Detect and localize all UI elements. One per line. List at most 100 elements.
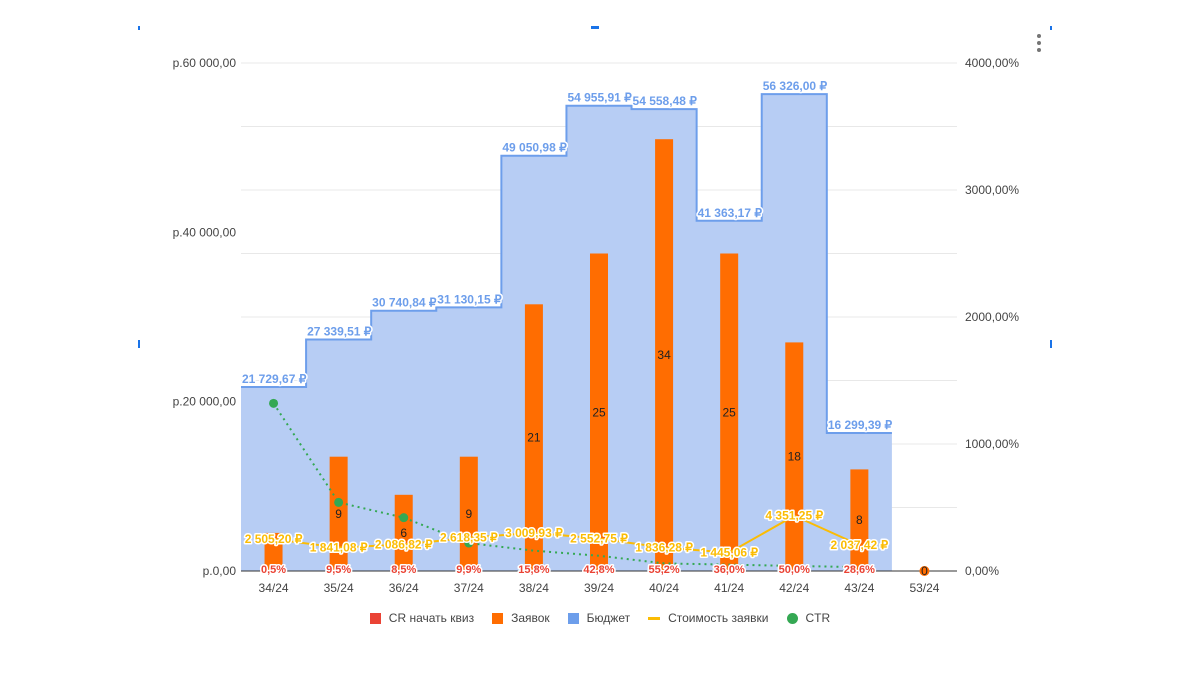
budget-value-label-halo: 56 326,00 ₽: [763, 79, 828, 93]
legend-swatch-leads: [492, 612, 504, 624]
x-axis-tick-label: 43/24: [844, 581, 874, 595]
budget-value-label-halo: 27 339,51 ₽: [307, 325, 372, 339]
cr-value-label: 9,5%: [326, 564, 351, 576]
selection-handle-tr[interactable]: [1050, 26, 1052, 30]
leads-bar: [264, 532, 283, 571]
budget-value-label: 54 955,91 ₽: [567, 91, 632, 105]
budget-value-label: 49 050,98 ₽: [502, 141, 567, 155]
leads-bar: [655, 139, 674, 571]
leads-value-label: 18: [788, 450, 802, 464]
legend-swatch-cost: [648, 616, 661, 620]
legend-item-ctr[interactable]: CTR: [786, 611, 831, 625]
cost-value-label: 2 037,42 ₽: [831, 538, 889, 552]
x-axis-tick-label: 42/24: [779, 581, 809, 595]
budget-value-label-halo: 54 955,91 ₽: [567, 91, 632, 105]
legend-item-leads[interactable]: Заявок: [492, 611, 550, 625]
right-axis-tick-label: 4000,00%: [965, 56, 1019, 70]
cr-value-label: 55,2%: [648, 564, 679, 576]
budget-value-label: 56 326,00 ₽: [763, 79, 828, 93]
cost-value-label-halo: 4 351,25 ₽: [765, 509, 823, 523]
leads-value-label: 9: [465, 507, 472, 521]
ctr-point: [269, 398, 279, 408]
legend-item-cr[interactable]: CR начать квиз: [369, 611, 475, 625]
x-axis-tick-label: 37/24: [454, 581, 484, 595]
leads-bar: [394, 494, 413, 571]
cost-value-label-halo: 3 009,93 ₽: [505, 526, 563, 540]
leads-value-label: 34: [657, 348, 671, 362]
legend-swatch-ctr: [786, 612, 798, 624]
leads-value-label: 25: [592, 405, 606, 419]
cost-value-label-halo: 1 445,06 ₽: [700, 546, 758, 560]
cr-value-label-halo: 9,5%: [326, 564, 351, 576]
cost-value-label-halo: 2 505,20 ₽: [245, 532, 303, 546]
ctr-line: [272, 402, 860, 569]
legend-swatch-budget: [567, 612, 579, 624]
cost-value-label-halo: 2 618,35 ₽: [440, 531, 498, 545]
selection-handle-top[interactable]: [591, 26, 599, 29]
cost-value-label: 2 552,75 ₽: [570, 532, 628, 546]
x-axis-tick-label: 36/24: [389, 581, 419, 595]
budget-value-label: 31 130,15 ₽: [437, 292, 502, 306]
cr-value-label: 15,8%: [518, 564, 549, 576]
x-axis-tick-label: 53/24: [909, 581, 939, 595]
ctr-point: [399, 513, 409, 523]
cost-line: [273, 514, 860, 554]
x-axis-tick-label: 41/24: [714, 581, 744, 595]
leads-value-label: 21: [527, 431, 541, 445]
cost-value-label-halo: 1 836,28 ₽: [635, 541, 693, 555]
x-axis-tick-label: 38/24: [519, 581, 549, 595]
leads-bar: [785, 342, 804, 571]
x-axis-tick-label: 35/24: [324, 581, 354, 595]
legend-swatch-cr: [369, 612, 381, 624]
left-axis-tick-label: р.60 000,00: [173, 56, 237, 70]
budget-value-label: 16 299,39 ₽: [828, 418, 893, 432]
selection-handle-right[interactable]: [1050, 340, 1052, 348]
cost-value-label-halo: 2 086,82 ₽: [375, 537, 433, 551]
cr-value-label-halo: 0,5%: [261, 564, 286, 576]
budget-value-label: 30 740,84 ₽: [372, 296, 437, 310]
cost-value-label: 3 009,93 ₽: [505, 526, 563, 540]
right-axis-tick-label: 3000,00%: [965, 183, 1019, 197]
cost-value-label-halo: 1 841,08 ₽: [310, 541, 368, 555]
cost-value-label: 2 618,35 ₽: [440, 531, 498, 545]
more-vert-icon[interactable]: [1034, 34, 1044, 54]
selection-handle-tl[interactable]: [138, 26, 140, 30]
cr-value-label-halo: 9,9%: [456, 564, 481, 576]
x-axis-tick-label: 39/24: [584, 581, 614, 595]
budget-value-label-halo: 16 299,39 ₽: [828, 418, 893, 432]
legend-label-ctr: CTR: [805, 611, 831, 625]
legend-label-budget: Бюджет: [586, 611, 631, 625]
leads-bar: [720, 253, 739, 571]
budget-value-label: 54 558,48 ₽: [633, 94, 698, 108]
cost-value-label: 2 086,82 ₽: [375, 537, 433, 551]
legend-label-cr: CR начать квиз: [388, 611, 475, 625]
x-axis-tick-label: 40/24: [649, 581, 679, 595]
legend-item-cost[interactable]: Стоимость заявки: [648, 611, 769, 625]
budget-value-label: 21 729,67 ₽: [242, 372, 307, 386]
right-axis-tick-label: 1000,00%: [965, 437, 1019, 451]
budget-line: [241, 93, 892, 434]
cr-value-label: 50,0%: [779, 564, 810, 576]
legend-label-leads: Заявок: [511, 611, 550, 625]
left-axis-tick-label: р.0,00: [203, 564, 237, 578]
right-axis-tick-label: 2000,00%: [965, 310, 1019, 324]
cr-value-label-halo: 28,6%: [844, 564, 875, 576]
selection-handle-left[interactable]: [138, 340, 140, 348]
budget-value-label-halo: 21 729,67 ₽: [242, 372, 307, 386]
leads-bar: [590, 253, 608, 571]
leads-value-label: 0: [921, 564, 928, 578]
legend-item-budget[interactable]: Бюджет: [567, 611, 631, 625]
cr-value-label-halo: 36,0%: [714, 564, 745, 576]
leads-zero-point: [919, 566, 930, 576]
leads-value-label: 9: [335, 507, 342, 521]
cr-value-label: 36,0%: [714, 564, 745, 576]
leads-bar: [329, 456, 348, 571]
cr-value-label-halo: 15,8%: [518, 564, 549, 576]
cr-value-label: 28,6%: [844, 564, 875, 576]
x-axis-tick-label: 34/24: [259, 581, 289, 595]
cost-value-label: 4 351,25 ₽: [765, 509, 823, 523]
cr-value-label: 8,5%: [391, 564, 416, 576]
leads-value-label: 25: [723, 405, 737, 419]
cr-value-label-halo: 55,2%: [648, 564, 679, 576]
